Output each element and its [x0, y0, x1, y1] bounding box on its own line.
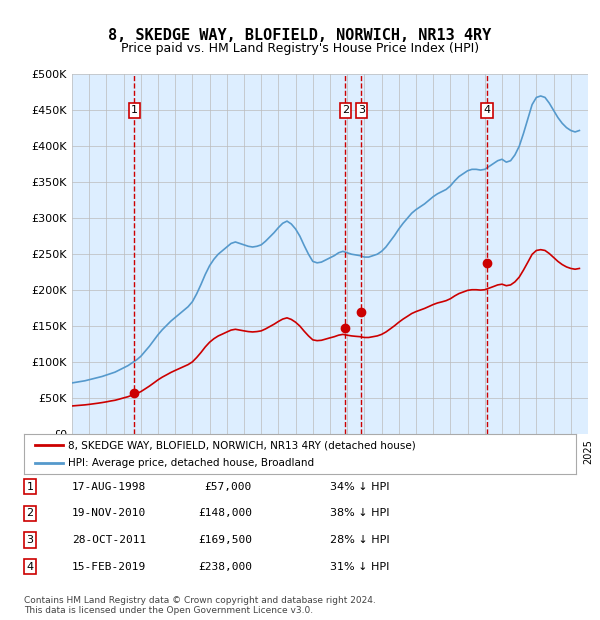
- Text: 2: 2: [342, 105, 349, 115]
- Text: HPI: Average price, detached house, Broadland: HPI: Average price, detached house, Broa…: [68, 458, 314, 468]
- Text: 1: 1: [26, 482, 34, 492]
- Text: 38% ↓ HPI: 38% ↓ HPI: [330, 508, 389, 518]
- Text: £169,500: £169,500: [198, 535, 252, 545]
- Text: £148,000: £148,000: [198, 508, 252, 518]
- Text: 2: 2: [26, 508, 34, 518]
- Text: 34% ↓ HPI: 34% ↓ HPI: [330, 482, 389, 492]
- Text: 8, SKEDGE WAY, BLOFIELD, NORWICH, NR13 4RY: 8, SKEDGE WAY, BLOFIELD, NORWICH, NR13 4…: [109, 28, 491, 43]
- Text: Contains HM Land Registry data © Crown copyright and database right 2024.
This d: Contains HM Land Registry data © Crown c…: [24, 596, 376, 615]
- Text: 3: 3: [26, 535, 34, 545]
- Text: £238,000: £238,000: [198, 562, 252, 572]
- Text: 31% ↓ HPI: 31% ↓ HPI: [330, 562, 389, 572]
- Text: 15-FEB-2019: 15-FEB-2019: [72, 562, 146, 572]
- Text: 28% ↓ HPI: 28% ↓ HPI: [330, 535, 389, 545]
- Text: 1: 1: [131, 105, 138, 115]
- Text: 19-NOV-2010: 19-NOV-2010: [72, 508, 146, 518]
- Text: 8, SKEDGE WAY, BLOFIELD, NORWICH, NR13 4RY (detached house): 8, SKEDGE WAY, BLOFIELD, NORWICH, NR13 4…: [68, 440, 416, 450]
- Text: 4: 4: [26, 562, 34, 572]
- Text: 4: 4: [484, 105, 490, 115]
- Text: 17-AUG-1998: 17-AUG-1998: [72, 482, 146, 492]
- Text: 3: 3: [358, 105, 365, 115]
- Text: 28-OCT-2011: 28-OCT-2011: [72, 535, 146, 545]
- Text: £57,000: £57,000: [205, 482, 252, 492]
- Text: Price paid vs. HM Land Registry's House Price Index (HPI): Price paid vs. HM Land Registry's House …: [121, 42, 479, 55]
